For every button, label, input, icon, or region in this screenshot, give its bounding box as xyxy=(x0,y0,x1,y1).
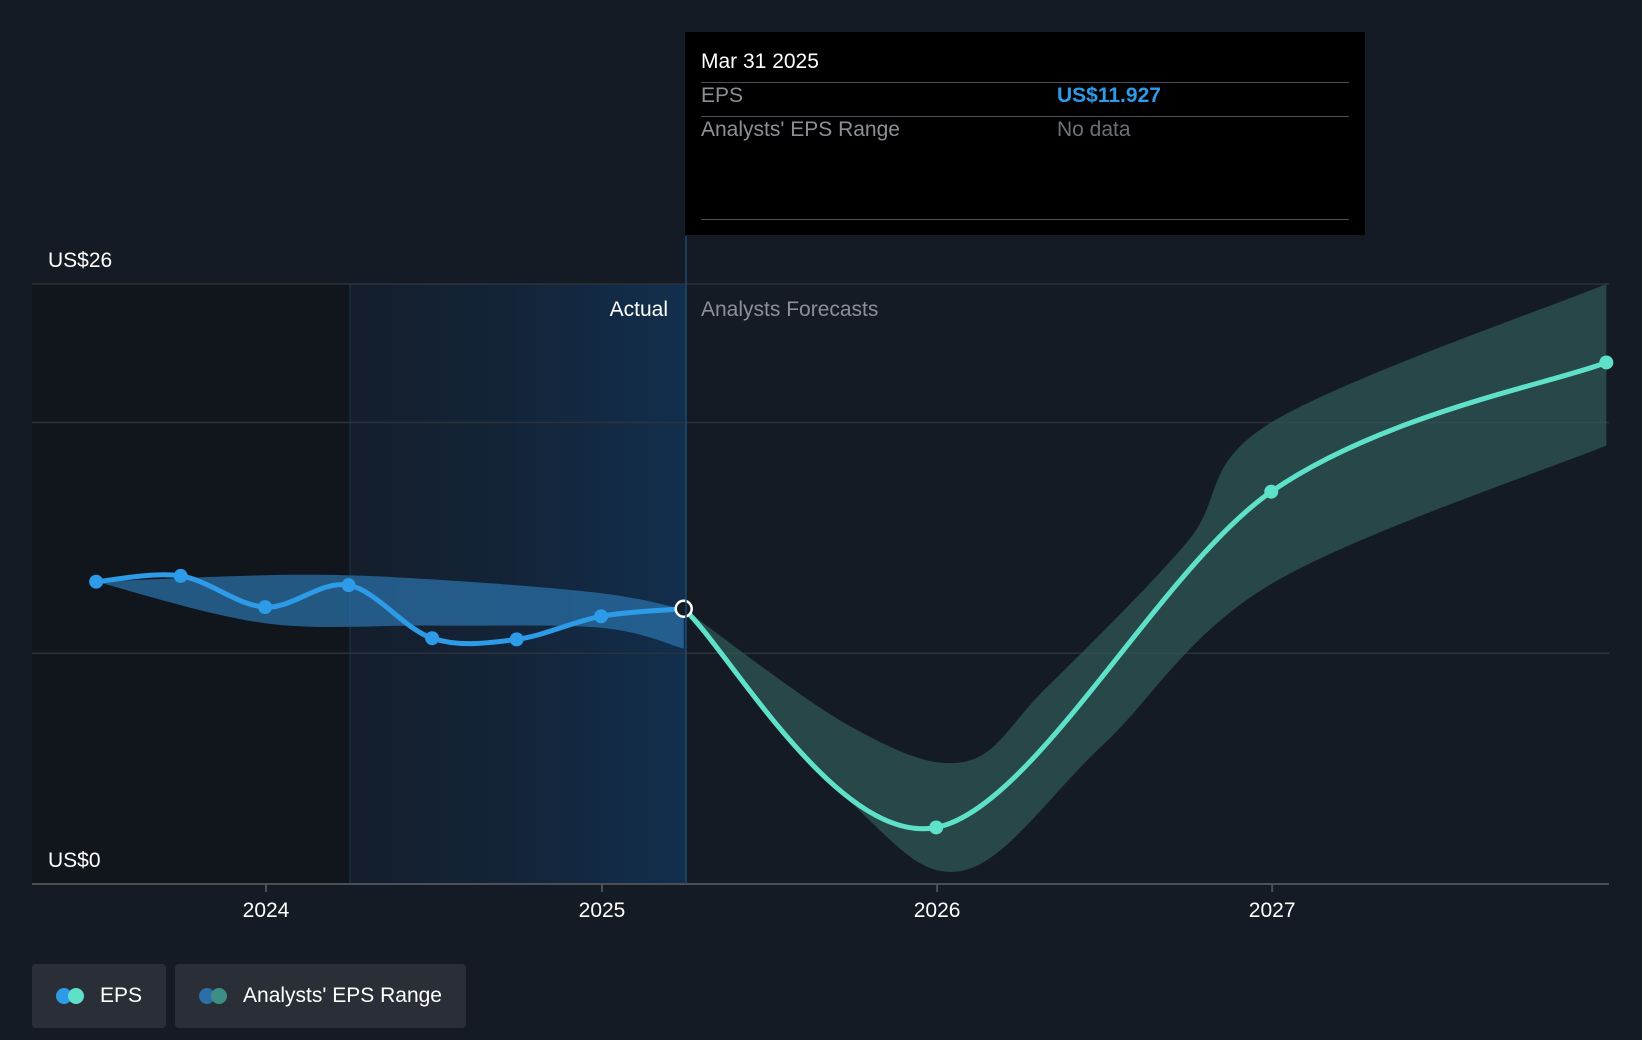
eps-point-forecast xyxy=(929,820,944,835)
eps-point-forecast xyxy=(1599,355,1614,370)
tooltip-eps-row: EPS US$11.927 xyxy=(701,84,1349,116)
tooltip-range-value: No data xyxy=(1057,118,1131,141)
x-tick-label: 2027 xyxy=(1249,899,1296,922)
eps-point-actual xyxy=(173,568,188,583)
tooltip-range-label: Analysts' EPS Range xyxy=(701,118,900,141)
tooltip-date: Mar 31 2025 xyxy=(701,50,819,73)
legend-range-label: Analysts' EPS Range xyxy=(243,984,442,1007)
eps-range-band-forecast xyxy=(683,284,1607,872)
tooltip-eps-label: EPS xyxy=(701,84,744,107)
tooltip-divider xyxy=(701,82,1349,83)
eps-point-actual xyxy=(341,578,356,593)
tooltip: Mar 31 2025 EPS US$11.927 Analysts' EPS … xyxy=(685,32,1365,235)
legend-eps-label: EPS xyxy=(100,984,143,1007)
eps-point-forecast xyxy=(1264,484,1279,499)
tooltip-range-row: Analysts' EPS Range No data xyxy=(701,118,1349,150)
eps-line-actual xyxy=(93,572,687,647)
eps-line-forecast xyxy=(681,360,1609,832)
legend: EPS Analysts' EPS Range xyxy=(32,964,466,1028)
eps-point-actual xyxy=(258,600,273,615)
eps-legend-icon xyxy=(56,988,86,1004)
tooltip-divider xyxy=(701,116,1349,117)
y-axis-label-max: US$26 xyxy=(48,249,112,272)
forecast-label: Analysts Forecasts xyxy=(701,298,878,321)
eps-point-actual xyxy=(425,631,440,646)
eps-highlight-point xyxy=(674,599,693,619)
eps-point-actual xyxy=(594,609,609,624)
x-tick-label: 2025 xyxy=(579,899,626,922)
tooltip-eps-value: US$11.927 xyxy=(1057,84,1161,107)
actual-label: Actual xyxy=(610,298,668,321)
eps-point-actual xyxy=(509,632,524,647)
legend-eps-button[interactable]: EPS xyxy=(32,964,167,1028)
tooltip-divider xyxy=(701,219,1349,220)
y-axis-label-min: US$0 xyxy=(48,849,101,872)
x-tick-label: 2026 xyxy=(914,899,961,922)
x-tick-label: 2024 xyxy=(243,899,290,922)
eps-point-actual xyxy=(89,574,104,589)
legend-range-button[interactable]: Analysts' EPS Range xyxy=(175,964,466,1028)
range-legend-icon xyxy=(199,988,229,1004)
